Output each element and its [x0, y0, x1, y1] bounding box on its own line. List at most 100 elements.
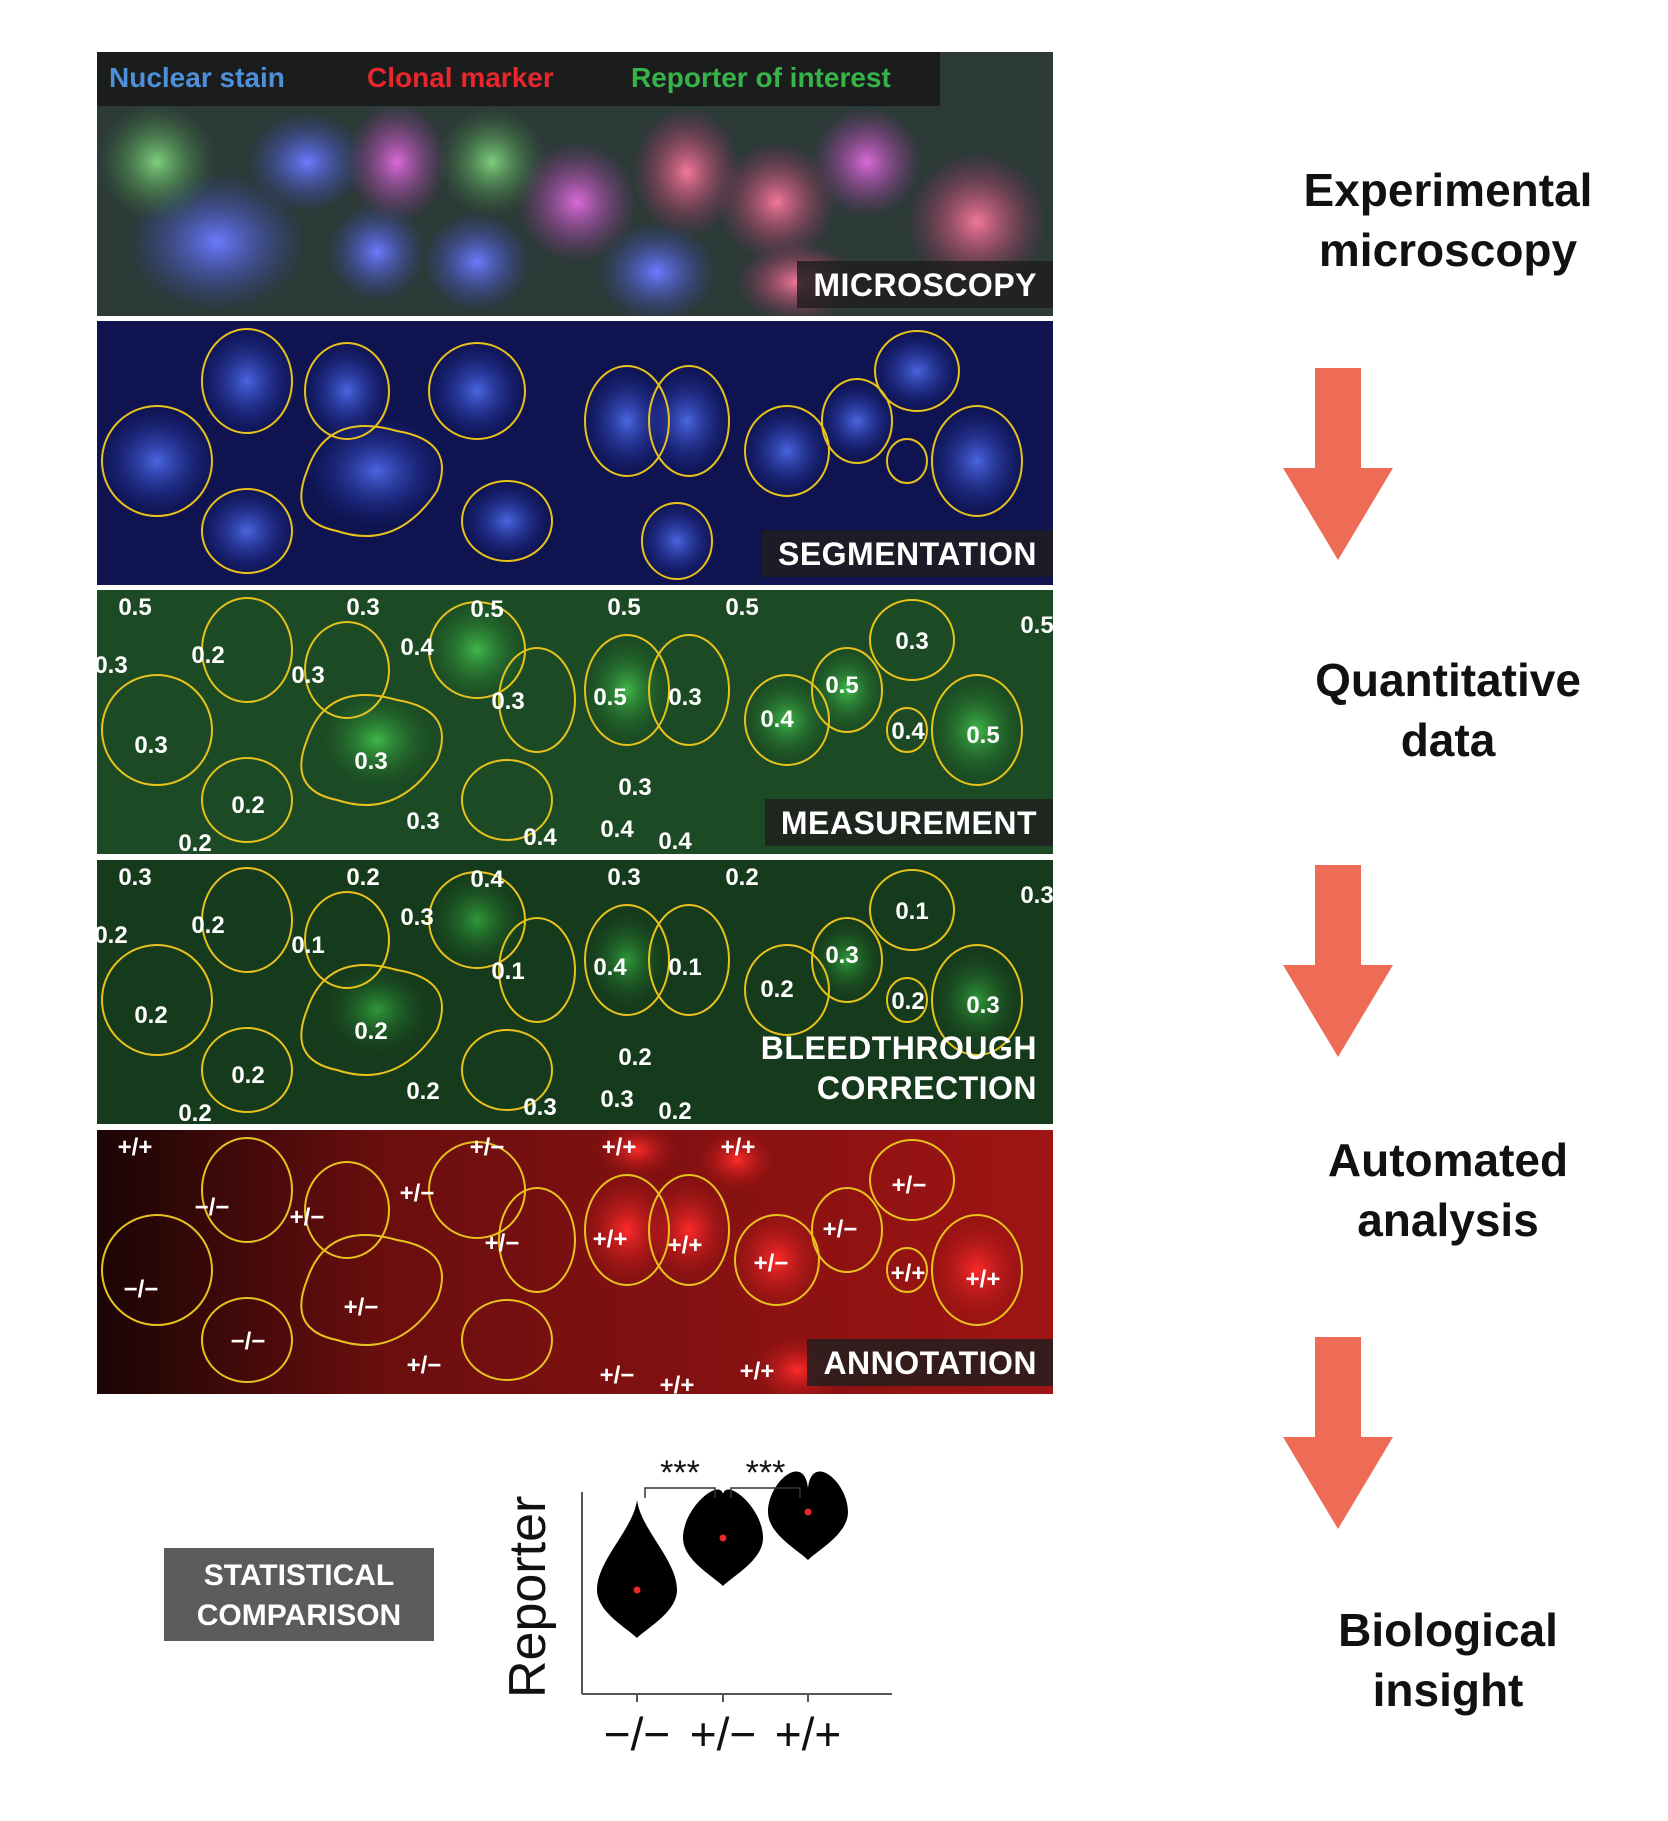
bleed-value: 0.3	[118, 864, 152, 891]
measurement-value: 0.5	[1020, 612, 1053, 639]
bleed-value: 0.3	[966, 992, 1000, 1019]
stage-2-line1: Quantitative	[1315, 654, 1581, 706]
measurement-value: 0.5	[825, 672, 859, 699]
y-axis-label: Reporter	[499, 1496, 557, 1698]
genotype-label: +/−	[289, 1204, 325, 1231]
genotype-label: +/−	[822, 1216, 858, 1243]
measurement-value: 0.5	[725, 594, 759, 621]
bleed-value: 0.2	[658, 1098, 692, 1124]
panel-label-segmentation: SEGMENTATION	[761, 530, 1053, 577]
bleed-value: 0.1	[491, 958, 525, 985]
significance-label: ***	[746, 1454, 786, 1492]
bleed-value: 0.1	[291, 932, 325, 959]
bleed-value: 0.2	[231, 1062, 265, 1089]
legend-reporter: Reporter of interest	[631, 62, 891, 93]
stat-label-line1: STATISTICAL	[203, 1559, 395, 1592]
median-point	[633, 1586, 641, 1594]
measurement-value: 0.4	[523, 824, 557, 851]
bleed-value: 0.2	[134, 1002, 168, 1029]
violin-0	[597, 1500, 677, 1638]
bleed-value: 0.2	[725, 864, 759, 891]
measurement-value: 0.2	[231, 792, 265, 819]
panel-label-annotation: ANNOTATION	[807, 1339, 1053, 1386]
genotype-label: +/−	[406, 1352, 442, 1379]
genotype-label: +/+	[117, 1134, 153, 1161]
bleed-value: 0.2	[178, 1100, 212, 1124]
bleed-value: 0.3	[607, 864, 641, 891]
x-tick-label: +/+	[775, 1708, 842, 1760]
measurement-value: 0.4	[600, 816, 634, 843]
stage-biological-insight: Biological insight	[1228, 1600, 1668, 1720]
microscopy-panel: Nuclear stain Clonal marker Reporter of …	[97, 52, 1053, 316]
measurement-value: 0.5	[593, 684, 627, 711]
measurement-value: 0.3	[668, 684, 702, 711]
measurement-value: 0.3	[134, 732, 168, 759]
genotype-label: +/−	[891, 1172, 927, 1199]
bleed-value: 0.2	[760, 976, 794, 1003]
x-tick-label: −/−	[604, 1708, 671, 1760]
legend-bar: Nuclear stain Clonal marker Reporter of …	[97, 52, 940, 106]
measurement-value: 0.5	[118, 594, 152, 621]
bleed-value: 0.2	[891, 988, 925, 1015]
panel-label-microscopy: MICROSCOPY	[797, 261, 1053, 308]
stage-4-line2: insight	[1372, 1664, 1524, 1716]
bleed-value: 0.1	[668, 954, 702, 981]
bleedthrough-image	[97, 860, 1053, 1124]
statistical-comparison-label: STATISTICAL COMPARISON	[164, 1548, 434, 1641]
bleed-value: 0.2	[354, 1018, 388, 1045]
measurement-value: 0.4	[400, 634, 434, 661]
measurement-panel: 0.5 0.3 0.5 0.5 0.5 0.5 0.3 0.2 0.3 0.4 …	[97, 590, 1053, 854]
bleed-value: 0.2	[97, 922, 128, 949]
genotype-label: +/−	[399, 1180, 435, 1207]
panel-label-bleedthrough: BLEEDTHROUGH CORRECTION	[745, 1022, 1053, 1112]
genotype-label: +/+	[592, 1226, 628, 1253]
significance-bracket	[730, 1487, 801, 1498]
stage-1-line1: Experimental	[1303, 164, 1593, 216]
genotype-label: +/+	[601, 1134, 637, 1161]
measurement-value: 0.3	[406, 808, 440, 835]
genotype-label: +/+	[890, 1260, 926, 1287]
measurement-value: 0.2	[178, 830, 212, 854]
bleed-value: 0.3	[400, 904, 434, 931]
bleed-value: 0.3	[600, 1086, 634, 1113]
stage-experimental-microscopy: Experimental microscopy	[1228, 160, 1668, 280]
genotype-label: +/−	[343, 1294, 379, 1321]
measurement-value: 0.5	[470, 596, 504, 623]
bleed-value: 0.3	[523, 1094, 557, 1121]
bleed-value: 0.3	[1020, 882, 1053, 909]
stage-3-line1: Automated	[1327, 1134, 1569, 1186]
genotype-label: +/−	[469, 1134, 505, 1161]
bleed-value: 0.4	[470, 866, 504, 893]
genotype-label: +/−	[484, 1230, 520, 1257]
bleed-value: 0.2	[618, 1044, 652, 1071]
stat-label-line2: COMPARISON	[196, 1599, 402, 1632]
measurement-value: 0.3	[491, 688, 525, 715]
measurement-value: 0.5	[607, 594, 641, 621]
median-point	[719, 1534, 727, 1542]
genotype-label: +/−	[599, 1362, 635, 1389]
panel-label-bleedthrough-line1: BLEEDTHROUGH	[760, 1030, 1037, 1066]
genotype-label: +/−	[753, 1250, 789, 1277]
down-arrow-icon	[1283, 1337, 1393, 1529]
bleedthrough-panel: 0.3 0.2 0.4 0.3 0.2 0.3 0.2 0.2 0.1 0.3 …	[97, 860, 1053, 1124]
stage-3-line2: analysis	[1357, 1194, 1539, 1246]
stage-2-line2: data	[1400, 714, 1496, 766]
measurement-value: 0.3	[354, 748, 388, 775]
bleed-value: 0.4	[593, 954, 627, 981]
panel-label-measurement: MEASUREMENT	[764, 799, 1053, 846]
bleed-value: 0.1	[895, 898, 929, 925]
measurement-value: 0.3	[895, 628, 929, 655]
stage-automated-analysis: Automated analysis	[1228, 1130, 1668, 1250]
measurement-value: 0.4	[760, 706, 794, 733]
genotype-label: +/+	[659, 1372, 695, 1394]
genotype-label: −/−	[194, 1194, 230, 1221]
measurement-value: 0.3	[291, 662, 325, 689]
segmentation-panel: SEGMENTATION	[97, 321, 1053, 585]
measurement-value: 0.3	[97, 652, 128, 679]
genotype-label: +/+	[965, 1266, 1001, 1293]
stage-4-line1: Biological	[1338, 1604, 1558, 1656]
violin-2	[768, 1471, 848, 1560]
median-point	[804, 1508, 812, 1516]
x-tick-label: +/−	[690, 1708, 757, 1760]
measurement-value: 0.3	[346, 594, 380, 621]
